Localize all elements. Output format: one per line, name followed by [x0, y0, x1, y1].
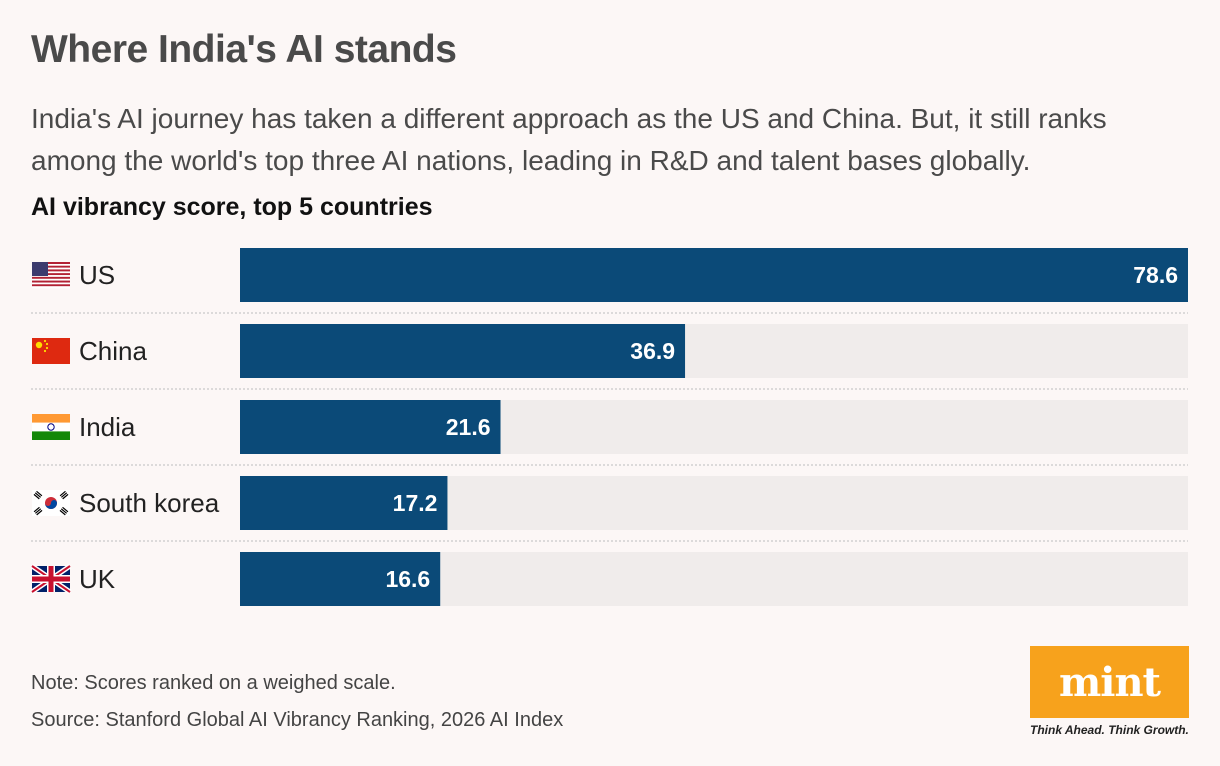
china-flag-icon — [32, 338, 70, 364]
bar-china — [240, 324, 686, 378]
value-label-us: 78.6 — [1133, 262, 1178, 288]
india-flag-icon — [32, 414, 70, 440]
uk-flag-icon — [30, 563, 72, 595]
chart-title: Where India's AI stands — [31, 28, 457, 71]
value-label-uk: 16.6 — [385, 566, 430, 592]
bar-south-korea — [240, 476, 448, 530]
category-label-uk: UK — [79, 564, 116, 594]
us-flag-icon — [32, 262, 70, 289]
category-label-us: US — [79, 260, 115, 290]
value-label-india: 21.6 — [446, 414, 491, 440]
chart-heading: AI vibrancy score, top 5 countries — [31, 193, 433, 221]
category-label-india: India — [79, 412, 136, 442]
category-label-china: China — [79, 336, 147, 366]
chart-note: Note: Scores ranked on a weighed scale. — [31, 672, 396, 694]
value-label-china: 36.9 — [630, 338, 675, 364]
bar-us — [240, 248, 1188, 302]
bar-chart: 78.6 US 36.9 China 21.6 India 17.2 South korea 1… — [30, 248, 1188, 606]
logo-text: mint — [1058, 658, 1161, 706]
bar-uk — [240, 552, 441, 606]
chart-subtitle: India's AI journey has taken a different… — [31, 103, 1107, 176]
south-korea-flag-icon — [32, 490, 70, 516]
chart-source: Source: Stanford Global AI Vibrancy Rank… — [31, 709, 564, 731]
value-label-south-korea: 17.2 — [393, 490, 438, 516]
category-label-south-korea: South korea — [79, 488, 220, 518]
brand-tagline: Think Ahead. Think Growth. — [1030, 723, 1189, 737]
mint-logo: mint — [1030, 646, 1189, 718]
bar-india — [240, 400, 501, 454]
